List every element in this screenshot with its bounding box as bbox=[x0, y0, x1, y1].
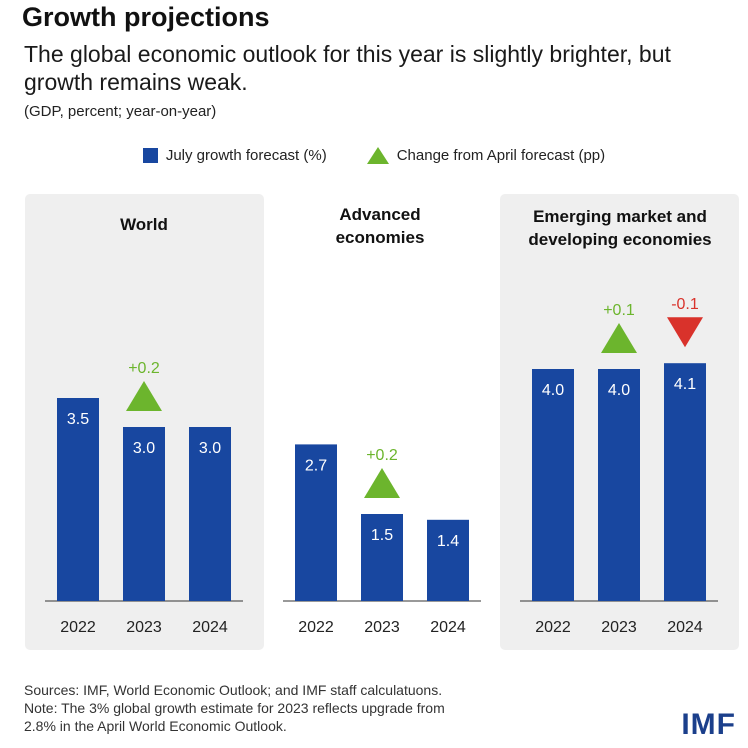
panel-title: economies bbox=[336, 228, 425, 247]
bar bbox=[427, 519, 469, 601]
bar bbox=[532, 369, 574, 601]
change-label: +0.1 bbox=[603, 302, 635, 319]
change-label: +0.2 bbox=[366, 447, 398, 464]
panel-title: developing economies bbox=[528, 230, 711, 249]
category-label: 2024 bbox=[192, 619, 228, 636]
legend-item-forecast: July growth forecast (%) bbox=[142, 147, 327, 164]
bar-value-label: 2.7 bbox=[305, 457, 327, 474]
bar bbox=[189, 427, 231, 601]
bar bbox=[123, 427, 165, 601]
units-label: (GDP, percent; year-on-year) bbox=[24, 103, 217, 120]
note-line-1: Note: The 3% global growth estimate for … bbox=[24, 700, 445, 716]
chart-title: Growth projections bbox=[22, 2, 270, 32]
bar-value-label: 4.0 bbox=[542, 382, 564, 399]
bar-value-label: 1.5 bbox=[371, 527, 393, 544]
sources-line: Sources: IMF, World Economic Outlook; an… bbox=[24, 682, 443, 698]
chart-subtitle: The global economic outlook for this yea… bbox=[24, 41, 671, 95]
bar bbox=[664, 363, 706, 601]
bar-value-label: 3.5 bbox=[67, 411, 89, 428]
note-line-2: 2.8% in the April World Economic Outlook… bbox=[24, 718, 287, 734]
legend-forecast-label: July growth forecast (%) bbox=[165, 147, 327, 164]
triangle-up-marker bbox=[126, 381, 162, 411]
bar bbox=[57, 398, 99, 601]
legend-item-change: Change from April forecast (pp) bbox=[366, 147, 606, 164]
change-label: -0.1 bbox=[671, 296, 699, 313]
triangle-up-marker bbox=[601, 323, 637, 353]
bar-value-label: 4.1 bbox=[674, 376, 696, 393]
triangle-up-marker bbox=[364, 468, 400, 498]
imf-logo: IMF bbox=[681, 708, 736, 741]
bar bbox=[295, 444, 337, 601]
category-label: 2024 bbox=[667, 619, 703, 636]
panel-title: Advanced bbox=[339, 205, 420, 224]
bar-swatch-icon bbox=[142, 148, 158, 163]
category-label: 2023 bbox=[601, 619, 637, 636]
triangle-up-icon bbox=[366, 147, 389, 164]
panel-title: World bbox=[120, 215, 168, 234]
sources-note: Sources: IMF, World Economic Outlook; an… bbox=[24, 681, 445, 735]
category-label: 2023 bbox=[364, 619, 400, 636]
change-label: +0.2 bbox=[128, 360, 160, 377]
legend: July growth forecast (%) Change from Apr… bbox=[0, 147, 748, 164]
bar bbox=[598, 369, 640, 601]
category-label: 2024 bbox=[430, 619, 466, 636]
category-label: 2022 bbox=[535, 619, 571, 636]
bar-value-label: 1.4 bbox=[437, 533, 459, 550]
bar-value-label: 3.0 bbox=[133, 440, 155, 457]
category-label: 2022 bbox=[60, 619, 96, 636]
category-label: 2023 bbox=[126, 619, 162, 636]
bar bbox=[361, 514, 403, 601]
panel-title: Emerging market and bbox=[533, 207, 707, 226]
bar-value-label: 4.0 bbox=[608, 382, 630, 399]
category-label: 2022 bbox=[298, 619, 334, 636]
legend-change-label: Change from April forecast (pp) bbox=[396, 147, 606, 164]
triangle-down-marker bbox=[667, 317, 703, 348]
bar-value-label: 3.0 bbox=[199, 440, 221, 457]
